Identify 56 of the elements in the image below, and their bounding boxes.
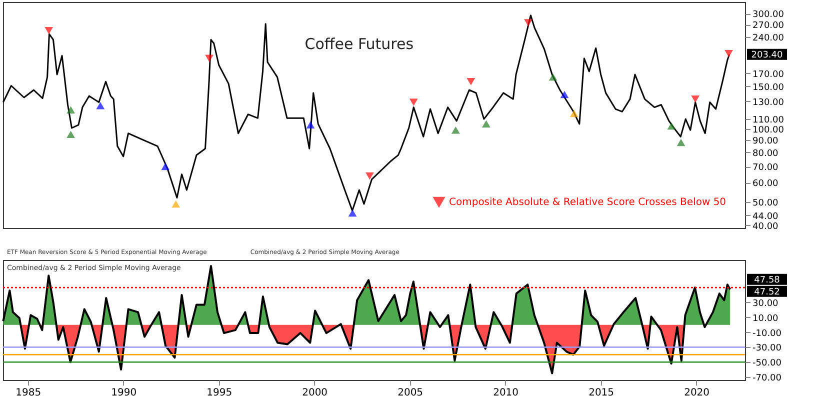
x-tick-label: 2010 bbox=[493, 388, 519, 398]
y-tick-label: -30.00 bbox=[752, 344, 782, 354]
y-tick-label: 60.00 bbox=[752, 179, 779, 190]
point bbox=[96, 102, 105, 110]
point bbox=[548, 73, 558, 81]
point bbox=[560, 90, 569, 98]
y-tick-label: -10.00 bbox=[752, 328, 782, 339]
y-tick-label: 90.00 bbox=[752, 136, 779, 147]
point bbox=[724, 50, 733, 58]
y-tick-label: 40.00 bbox=[752, 222, 779, 232]
y-tick-label: 50.00 bbox=[752, 198, 779, 208]
point bbox=[676, 138, 686, 146]
text: 203.40 bbox=[751, 50, 784, 60]
x-tick-label: 2005 bbox=[398, 388, 424, 398]
text: Coffee Futures bbox=[304, 35, 414, 53]
x-tick-label: 1985 bbox=[16, 388, 42, 398]
y-tick-label: 30.00 bbox=[752, 298, 779, 309]
y-tick-label: 100.00 bbox=[752, 126, 784, 136]
point bbox=[66, 106, 75, 114]
point bbox=[66, 130, 75, 138]
point bbox=[409, 98, 418, 106]
point bbox=[161, 162, 170, 170]
x-tick-label: 2000 bbox=[302, 388, 328, 398]
point bbox=[524, 19, 532, 26]
y-tick-label: 70.00 bbox=[752, 163, 779, 174]
point bbox=[691, 95, 700, 103]
legend-label: Composite Absolute & Relative Score Crosses Below 50 bbox=[449, 197, 726, 208]
y-tick-label: 270.00 bbox=[752, 21, 784, 32]
y-tick-label: 240.00 bbox=[752, 34, 784, 44]
point bbox=[366, 172, 374, 180]
point bbox=[172, 200, 180, 208]
y-tick-label: 44.00 bbox=[752, 212, 779, 222]
x-tick-label: 2015 bbox=[588, 388, 614, 398]
text: 47.52 bbox=[754, 287, 780, 298]
y-tick-label: 150.00 bbox=[752, 82, 784, 93]
y-tick-label: -70.00 bbox=[752, 374, 782, 384]
y-tick-label: 170.00 bbox=[752, 70, 784, 80]
point bbox=[44, 27, 54, 34]
x-tick-label: 1990 bbox=[111, 388, 137, 398]
point bbox=[348, 209, 357, 217]
point bbox=[466, 78, 476, 86]
point bbox=[570, 110, 578, 118]
point bbox=[205, 54, 214, 62]
point bbox=[667, 122, 676, 130]
y-tick-label: 130.00 bbox=[752, 98, 784, 108]
y-tick-label: -50.00 bbox=[752, 358, 782, 369]
y-tick-label: 80.00 bbox=[752, 149, 779, 159]
y-tick-label: 10.00 bbox=[752, 314, 779, 324]
x-tick-label: 2020 bbox=[684, 388, 710, 398]
text: 47.58 bbox=[754, 275, 780, 286]
point bbox=[482, 120, 490, 128]
x-tick-label: 1995 bbox=[206, 388, 232, 398]
point bbox=[306, 121, 315, 129]
point bbox=[451, 126, 460, 134]
y-tick-label: 110.00 bbox=[752, 116, 784, 126]
y-tick-label: 300.00 bbox=[752, 10, 784, 20]
